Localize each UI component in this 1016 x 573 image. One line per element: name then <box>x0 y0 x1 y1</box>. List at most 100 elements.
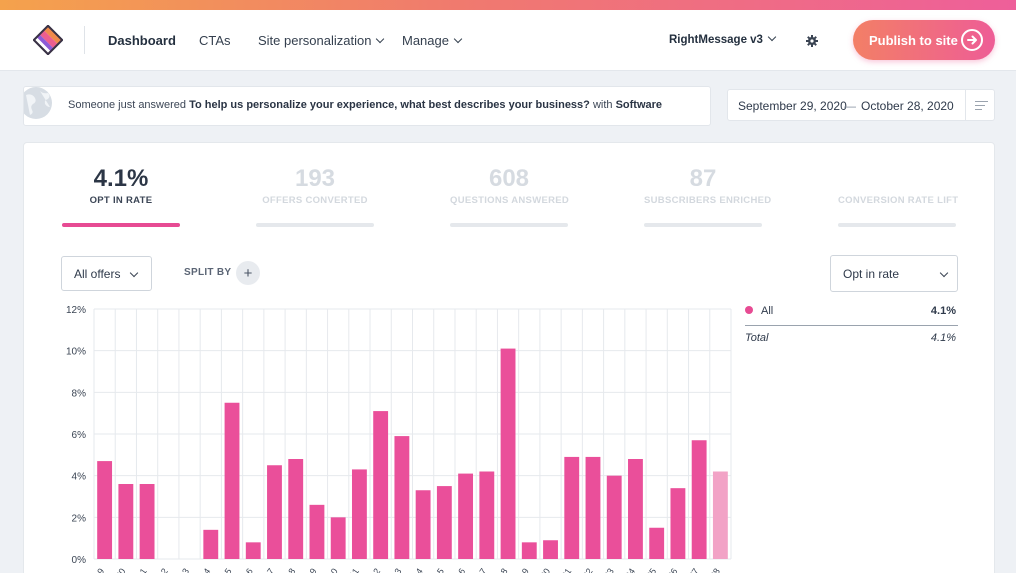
menu-line <box>975 101 988 103</box>
x-tick-label: 7 <box>265 566 276 573</box>
chart-bar <box>691 440 707 559</box>
chart-bar <box>543 540 558 559</box>
x-tick-label: 11 <box>348 566 362 573</box>
date-separator: — <box>844 99 856 113</box>
x-tick-label: 10 <box>326 566 340 573</box>
date-menu-icon[interactable] <box>965 90 995 120</box>
date-range-picker[interactable]: September 29, 2020 — October 28, 2020 <box>727 89 995 121</box>
chart-bar <box>606 475 622 559</box>
opt-in-rate-chart: 0%2%4%6%8%10%12%930123456789101112131415… <box>66 305 732 573</box>
stat-label: OFFERS CONVERTED <box>262 195 368 206</box>
x-tick-label: 27 <box>687 566 701 573</box>
metric-select[interactable]: Opt in rate <box>830 255 958 292</box>
x-tick-label: 19 <box>517 566 531 573</box>
stat-label: OPT IN RATE <box>89 195 153 206</box>
chart-bar <box>479 471 495 559</box>
chart-bar <box>267 465 282 559</box>
x-tick-label: 16 <box>453 566 467 573</box>
x-tick-label: 24 <box>623 566 637 573</box>
stat-subscribers-enriched[interactable]: 87 SUBSCRIBERS ENRICHED <box>644 165 771 227</box>
x-tick-label: 1 <box>138 566 149 573</box>
nav-site-personalization[interactable]: Site personalization <box>258 33 385 48</box>
ticker-message: Someone just answered To help us persona… <box>68 99 662 111</box>
chevron-down-icon <box>939 268 949 278</box>
chart-bar <box>649 527 665 559</box>
x-tick-label: 5 <box>223 566 234 573</box>
stat-questions-answered[interactable]: 608 QUESTIONS ANSWERED <box>450 165 570 227</box>
split-by-add-button[interactable]: + <box>236 261 260 285</box>
app-logo-icon[interactable] <box>32 24 64 56</box>
date-start[interactable]: September 29, 2020 <box>738 99 847 113</box>
x-tick-label: 12 <box>368 566 382 573</box>
chart-bar <box>330 517 346 559</box>
top-navigation: Dashboard CTAs Site personalization Mana… <box>0 10 1016 71</box>
x-tick-label: 9 <box>95 566 106 573</box>
account-switcher[interactable]: RightMessage v3 <box>669 32 777 46</box>
x-tick-label: 14 <box>411 566 425 573</box>
chart-bar <box>670 488 686 559</box>
stat-conversion-rate-lift[interactable]: CONVERSION RATE LIFT <box>838 165 959 227</box>
chart-bar <box>203 529 219 559</box>
account-name: RightMessage v3 <box>669 34 763 46</box>
chevron-down-icon <box>129 268 139 278</box>
stat-underline <box>644 223 762 227</box>
chart-bar <box>500 348 516 559</box>
x-tick-label: 8 <box>286 566 297 573</box>
chevron-down-icon <box>453 34 463 44</box>
legend-item-all[interactable]: All <box>745 305 773 317</box>
y-tick-label: 10% <box>66 347 86 358</box>
y-tick-label: 2% <box>72 513 87 524</box>
publish-label: Publish to site <box>869 32 958 48</box>
nav-site-personalization-label: Site personalization <box>258 33 372 48</box>
menu-line <box>975 105 985 107</box>
activity-ticker: Someone just answered To help us persona… <box>23 86 711 126</box>
globe-icon <box>24 87 54 125</box>
x-tick-label: 28 <box>708 566 722 573</box>
chart-bar <box>628 459 643 559</box>
stat-value: 4.1% <box>93 165 149 192</box>
chart-bar <box>351 469 367 559</box>
stat-offers-converted[interactable]: 193 OFFERS CONVERTED <box>256 165 374 227</box>
stat-underline <box>838 223 956 227</box>
x-tick-label: 13 <box>390 566 404 573</box>
stat-value: 87 <box>689 165 717 192</box>
x-tick-label: 22 <box>581 566 595 573</box>
x-tick-label: 23 <box>602 566 616 573</box>
chart-bar <box>436 486 452 559</box>
chart-bar <box>712 471 728 559</box>
nav-dashboard[interactable]: Dashboard <box>108 33 176 48</box>
stat-underline <box>62 223 180 227</box>
x-tick-label: 4 <box>201 566 212 573</box>
x-tick-label: 26 <box>666 566 680 573</box>
chart-bar <box>415 490 431 559</box>
x-tick-label: 9 <box>308 566 319 573</box>
stat-label: QUESTIONS ANSWERED <box>450 195 570 206</box>
legend-series-value: 4.1% <box>930 305 956 317</box>
legend-series-name: All <box>761 305 774 317</box>
offers-select-value: All offers <box>74 267 121 281</box>
date-end[interactable]: October 28, 2020 <box>861 99 954 113</box>
legend-dot <box>745 306 753 314</box>
chart-bar <box>288 459 304 559</box>
ticker-middle: with <box>592 99 613 111</box>
stat-label: CONVERSION RATE LIFT <box>838 195 959 206</box>
x-tick-label: 20 <box>538 566 552 573</box>
split-by-label: SPLIT BY <box>184 267 232 278</box>
gear-icon[interactable] <box>806 34 818 47</box>
nav-manage[interactable]: Manage <box>402 33 463 48</box>
ticker-prefix: Someone just answered <box>68 99 187 111</box>
nav-manage-label: Manage <box>402 33 449 48</box>
stat-value: 608 <box>488 165 530 192</box>
metric-select-value: Opt in rate <box>843 267 900 281</box>
stat-underline <box>450 223 568 227</box>
publish-to-site-button[interactable]: Publish to site <box>853 20 995 60</box>
offers-select[interactable]: All offers <box>61 256 152 291</box>
nav-ctas[interactable]: CTAs <box>199 33 231 48</box>
chart-bar <box>309 504 325 559</box>
chevron-down-icon <box>376 34 385 44</box>
dashboard-card: 4.1% OPT IN RATE 193 OFFERS CONVERTED 60… <box>23 142 995 573</box>
ticker-question: To help us personalize your experience, … <box>189 99 590 111</box>
y-tick-label: 6% <box>72 430 87 441</box>
chart-bar <box>458 473 474 559</box>
stat-opt-in-rate[interactable]: 4.1% OPT IN RATE <box>62 165 180 227</box>
